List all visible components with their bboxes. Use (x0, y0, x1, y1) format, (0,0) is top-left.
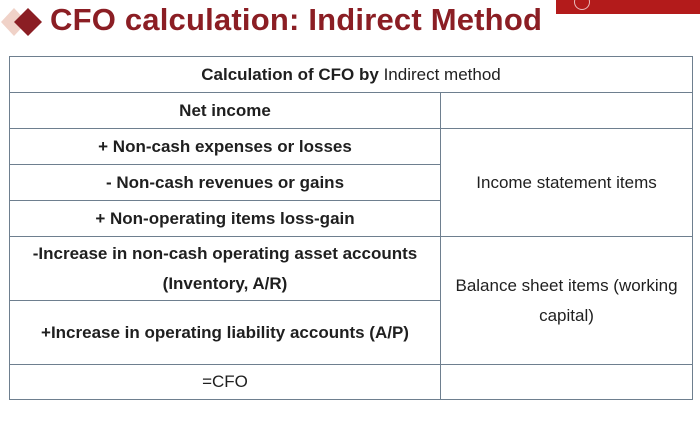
table-row: +Increase in operating liability account… (9, 300, 693, 365)
table-row: Net income (9, 92, 694, 129)
table-header-cell: Calculation of CFO by Indirect method (8, 56, 694, 93)
empty-cell (439, 92, 694, 129)
table-row: + Non-cash expenses or losses Income sta… (9, 128, 694, 237)
diamond-bullet-icon (1, 8, 42, 36)
university-logo (556, 0, 700, 14)
slide-header: CFO calculation: Indirect Method (0, 0, 700, 50)
cfo-table: Calculation of CFO by Indirect method Ne… (8, 56, 694, 400)
empty-cell (439, 364, 694, 400)
table-header-row: Calculation of CFO by Indirect method (8, 56, 694, 93)
non-operating-items-cell: + Non-operating items loss-gain (9, 200, 441, 237)
table-header-normal: Indirect method (383, 64, 501, 84)
table-row: -Increase in non-cash operating asset ac… (9, 236, 694, 365)
table-row: =CFO (9, 364, 694, 400)
cfo-result-cell: =CFO (9, 364, 441, 400)
liability-increase-cell: +Increase in operating liability account… (9, 300, 441, 365)
asset-increase-cell: -Increase in non-cash operating asset ac… (9, 236, 441, 301)
non-cash-revenues-cell: - Non-cash revenues or gains (9, 164, 441, 201)
balance-sheet-group-cell: Balance sheet items (working capital) (439, 236, 694, 365)
seal-icon (574, 0, 590, 10)
net-income-cell: Net income (9, 92, 441, 129)
table-header-bold: Calculation of CFO by (201, 64, 379, 84)
non-cash-expenses-cell: + Non-cash expenses or losses (9, 128, 441, 165)
table-row: - Non-cash revenues or gains (9, 164, 693, 201)
income-statement-group-cell: Income statement items (439, 128, 694, 237)
slide-title: CFO calculation: Indirect Method (50, 2, 543, 37)
table-row: + Non-operating items loss-gain (9, 200, 693, 237)
